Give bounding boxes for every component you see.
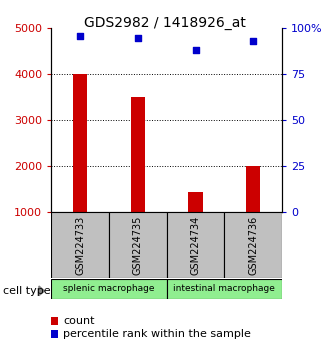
Bar	[167, 212, 224, 278]
Text: percentile rank within the sample: percentile rank within the sample	[63, 329, 251, 339]
Bar	[51, 317, 58, 325]
Bar	[246, 166, 260, 212]
Bar	[51, 279, 167, 299]
Point	[77, 33, 82, 39]
Text: GSM224735: GSM224735	[133, 216, 143, 275]
Text: count: count	[63, 316, 95, 326]
Text: splenic macrophage: splenic macrophage	[63, 284, 155, 293]
Point	[193, 47, 198, 53]
Bar	[224, 212, 282, 278]
Bar	[188, 192, 203, 212]
Bar	[73, 74, 87, 212]
Bar	[109, 212, 167, 278]
Text: cell type: cell type	[3, 286, 51, 296]
Text: GSM224733: GSM224733	[75, 216, 85, 275]
Polygon shape	[39, 286, 45, 296]
Text: GDS2982 / 1418926_at: GDS2982 / 1418926_at	[84, 16, 246, 30]
Point	[135, 35, 140, 40]
Point	[251, 38, 256, 44]
Text: GSM224734: GSM224734	[190, 216, 201, 275]
Bar	[131, 97, 145, 212]
Bar	[51, 212, 109, 278]
Text: intestinal macrophage: intestinal macrophage	[174, 284, 275, 293]
Bar	[167, 279, 282, 299]
Text: GSM224736: GSM224736	[248, 216, 258, 275]
Bar	[51, 330, 58, 338]
